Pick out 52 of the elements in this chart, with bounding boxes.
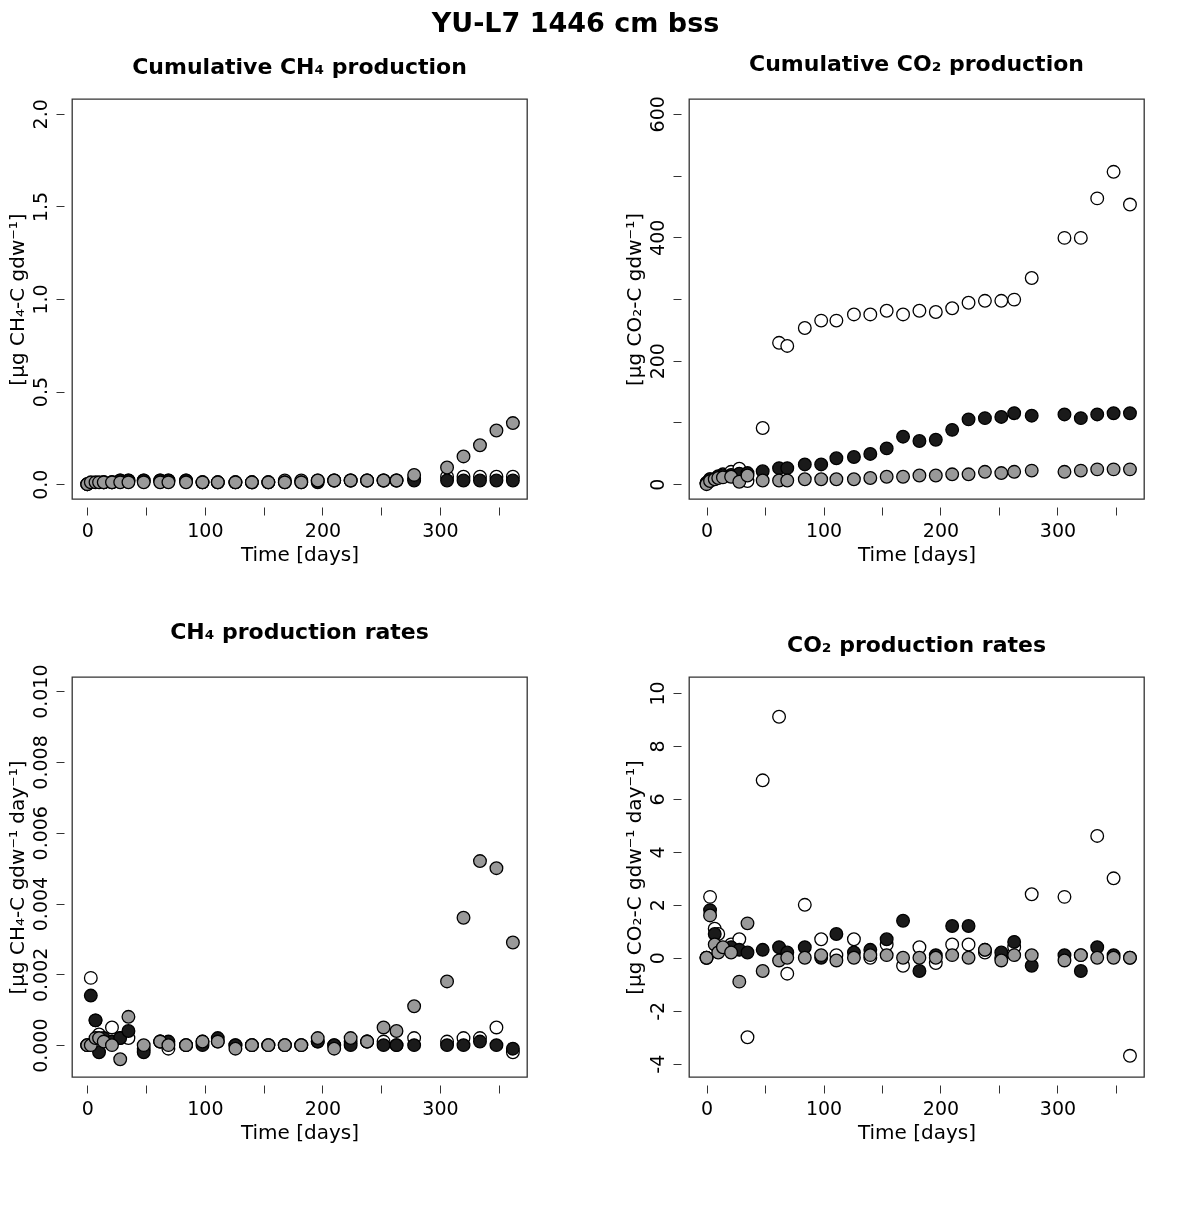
y-tick-label: 0.004	[28, 876, 51, 932]
y-tick-label: 600	[645, 96, 668, 133]
x-tick-label: 300	[422, 1096, 459, 1119]
x-tick-label: 300	[422, 518, 459, 541]
y-tick-label: -2	[645, 1001, 668, 1021]
x-tick-label: 100	[805, 518, 843, 541]
chart-title: Cumulative CH₄ production	[132, 53, 467, 79]
y-tick-label: -4	[645, 1054, 668, 1074]
y-tick-label: 0.010	[28, 664, 51, 719]
y-tick-label: 6	[645, 793, 668, 806]
y-tick-label: 4	[645, 846, 668, 859]
y-tick-label: 8	[645, 740, 668, 753]
y-axis-title: [µg CO₂-C gdw⁻¹ day⁻¹]	[621, 760, 646, 995]
x-axis-title: Time [days]	[239, 1119, 360, 1144]
chart-title: CO₂ production rates	[786, 632, 1047, 657]
y-tick-label: 0.5	[28, 376, 51, 408]
y-tick-label: 1.5	[28, 191, 51, 223]
x-axis-title: Time [days]	[856, 1119, 977, 1144]
y-axis-title: [µg CH₄-C gdw⁻¹ day⁻¹]	[4, 760, 29, 995]
x-axis-title: Time [days]	[239, 541, 360, 566]
y-tick-label: 400	[645, 219, 668, 256]
x-tick-label: 0	[81, 1096, 94, 1119]
y-tick-label: 0.008	[28, 735, 51, 790]
y-tick-label: 0.0	[28, 469, 51, 500]
y-axis-title: [µg CO₂-C gdw⁻¹]	[621, 213, 646, 386]
x-tick-label: 100	[187, 1096, 224, 1119]
x-tick-label: 0	[81, 518, 94, 541]
x-tick-label: 300	[1039, 1096, 1077, 1119]
y-tick-label: 10	[645, 681, 668, 706]
y-tick-label: 0	[645, 952, 668, 965]
y-tick-label: 0.006	[28, 806, 51, 861]
x-tick-label: 200	[304, 1096, 342, 1119]
y-tick-label: 1.0	[28, 284, 51, 315]
x-tick-label: 200	[922, 518, 960, 541]
y-tick-label: 2	[645, 899, 668, 912]
x-tick-label: 100	[805, 1096, 843, 1119]
x-tick-label: 0	[701, 518, 714, 541]
x-axis-title: Time [days]	[856, 541, 977, 566]
chart-title: Cumulative CO₂ production	[749, 50, 1084, 76]
y-tick-label: 2.0	[28, 99, 51, 130]
text: YU-L7 1446 cm bss	[430, 7, 720, 39]
y-axis-title: [µg CH₄-C gdw⁻¹]	[4, 213, 29, 386]
y-tick-label: 0	[645, 478, 668, 491]
y-tick-label: 0.000	[28, 1018, 51, 1073]
x-tick-label: 200	[304, 518, 342, 541]
x-tick-label: 0	[701, 1096, 714, 1119]
y-tick-label: 200	[645, 343, 668, 380]
x-tick-label: 200	[922, 1096, 960, 1119]
x-tick-label: 100	[187, 518, 224, 541]
y-tick-label: 0.002	[28, 947, 51, 1003]
chart-title: CH₄ production rates	[170, 618, 429, 644]
x-tick-label: 300	[1039, 518, 1077, 541]
